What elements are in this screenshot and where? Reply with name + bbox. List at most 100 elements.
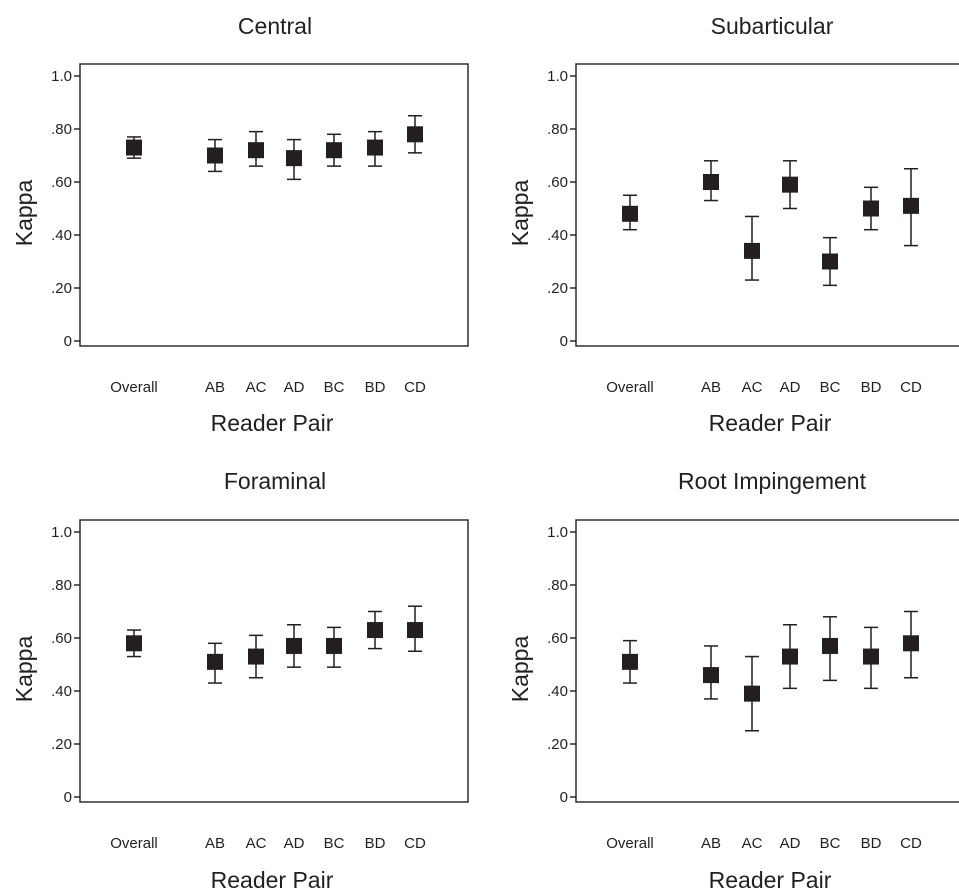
y-tick-label: .40 — [51, 227, 72, 244]
y-tick-label: 0 — [560, 333, 568, 350]
x-tick-label: Overall — [606, 835, 654, 852]
data-point — [326, 637, 342, 654]
chart-title: Subarticular — [711, 13, 834, 39]
x-tick-label: AD — [780, 379, 801, 396]
x-tick-label: AD — [780, 835, 801, 852]
x-tick-label: AD — [284, 379, 305, 396]
x-axis-label: Reader Pair — [211, 410, 334, 436]
data-point — [407, 126, 423, 143]
x-tick-label: BD — [861, 379, 882, 396]
y-tick-label: .80 — [51, 577, 72, 594]
data-point — [367, 139, 383, 156]
data-point — [782, 648, 798, 665]
x-tick-label: AC — [246, 835, 267, 852]
y-tick-label: .40 — [547, 683, 568, 700]
x-tick-label: BD — [365, 835, 386, 852]
y-tick-label: .20 — [547, 280, 568, 297]
y-tick-label: 1.0 — [51, 524, 72, 541]
x-tick-label: BC — [820, 379, 841, 396]
x-tick-label: BD — [365, 379, 386, 396]
y-tick-label: .20 — [51, 280, 72, 297]
x-axis-label: Reader Pair — [709, 867, 832, 891]
x-tick-label: BC — [324, 835, 345, 852]
y-tick-label: .20 — [547, 736, 568, 753]
data-point — [782, 176, 798, 193]
y-tick-label: .40 — [547, 227, 568, 244]
x-tick-label: AB — [701, 835, 721, 852]
plot-frame — [575, 63, 959, 347]
chart-title: Foraminal — [224, 468, 326, 494]
data-point — [126, 139, 142, 156]
x-tick-label: CD — [900, 379, 922, 396]
data-point — [822, 253, 838, 270]
chart-panel-3: Foraminal 0 .20 .40 .60 .80 1.0 Kappa Overall AB A… — [11, 468, 469, 891]
y-tick-label: .60 — [547, 174, 568, 191]
chart-panel-2: Subarticular 0 .20 .40 .60 .80 1.0 Kappa Overall… — [507, 13, 959, 436]
y-axis-label: Kappa — [507, 180, 533, 247]
y-tick-label: .40 — [51, 683, 72, 700]
y-tick-label: .80 — [547, 577, 568, 594]
y-axis-label: Kappa — [507, 636, 533, 703]
y-axis-label: Kappa — [11, 180, 37, 247]
data-point — [248, 648, 264, 665]
x-tick-label: Overall — [110, 379, 158, 396]
x-tick-label: CD — [404, 379, 426, 396]
x-tick-label: AC — [742, 379, 763, 396]
x-tick-label: AB — [205, 379, 225, 396]
y-tick-label: 1.0 — [547, 524, 568, 541]
y-tick-label: 0 — [64, 333, 72, 350]
x-tick-label: Overall — [110, 835, 158, 852]
x-tick-label: BD — [861, 835, 882, 852]
data-point — [863, 648, 879, 665]
data-point — [863, 200, 879, 217]
data-point — [622, 653, 638, 670]
data-point — [703, 667, 719, 684]
data-point — [903, 635, 919, 652]
chart-title: Central — [238, 13, 312, 39]
y-tick-label: 0 — [560, 789, 568, 806]
y-tick-label: .20 — [51, 736, 72, 753]
x-tick-label: AD — [284, 835, 305, 852]
y-tick-label: .80 — [547, 121, 568, 138]
x-tick-label: BC — [820, 835, 841, 852]
data-point — [248, 142, 264, 159]
x-tick-label: AB — [205, 835, 225, 852]
chart-panel-1: Central 0 .20 .40 .60 .80 1.0 Kappa Overall AB AC A… — [11, 13, 469, 436]
chart-panel-4: Root Impingement 0 .20 .40 .60 .80 1.0 Kappa Ove… — [507, 468, 959, 891]
data-point — [703, 174, 719, 190]
plot-frame — [575, 519, 959, 803]
x-tick-label: Overall — [606, 379, 654, 396]
data-point — [744, 242, 760, 259]
x-axis-label: Reader Pair — [211, 867, 334, 891]
plot-frame — [79, 63, 469, 347]
y-tick-label: .60 — [51, 630, 72, 647]
data-point — [286, 637, 302, 654]
chart-title: Root Impingement — [678, 468, 867, 494]
data-point — [744, 685, 760, 702]
data-point — [367, 622, 383, 639]
y-tick-label: .80 — [51, 121, 72, 138]
data-point — [326, 142, 342, 159]
y-tick-label: 0 — [64, 789, 72, 806]
y-tick-label: 1.0 — [51, 68, 72, 85]
x-tick-label: BC — [324, 379, 345, 396]
data-point — [126, 635, 142, 652]
data-point — [286, 150, 302, 167]
data-point — [207, 653, 223, 670]
data-point — [903, 197, 919, 214]
data-point — [207, 147, 223, 164]
x-tick-label: CD — [900, 835, 922, 852]
data-point — [407, 622, 423, 639]
data-point — [622, 205, 638, 222]
data-point — [822, 637, 838, 654]
x-tick-label: AC — [742, 835, 763, 852]
y-tick-label: 1.0 — [547, 68, 568, 85]
x-tick-label: AC — [246, 379, 267, 396]
x-tick-label: CD — [404, 835, 426, 852]
x-tick-label: AB — [701, 379, 721, 396]
y-tick-label: .60 — [51, 174, 72, 191]
x-axis-label: Reader Pair — [709, 410, 832, 436]
y-axis-label: Kappa — [11, 636, 37, 703]
plot-frame — [79, 519, 469, 803]
